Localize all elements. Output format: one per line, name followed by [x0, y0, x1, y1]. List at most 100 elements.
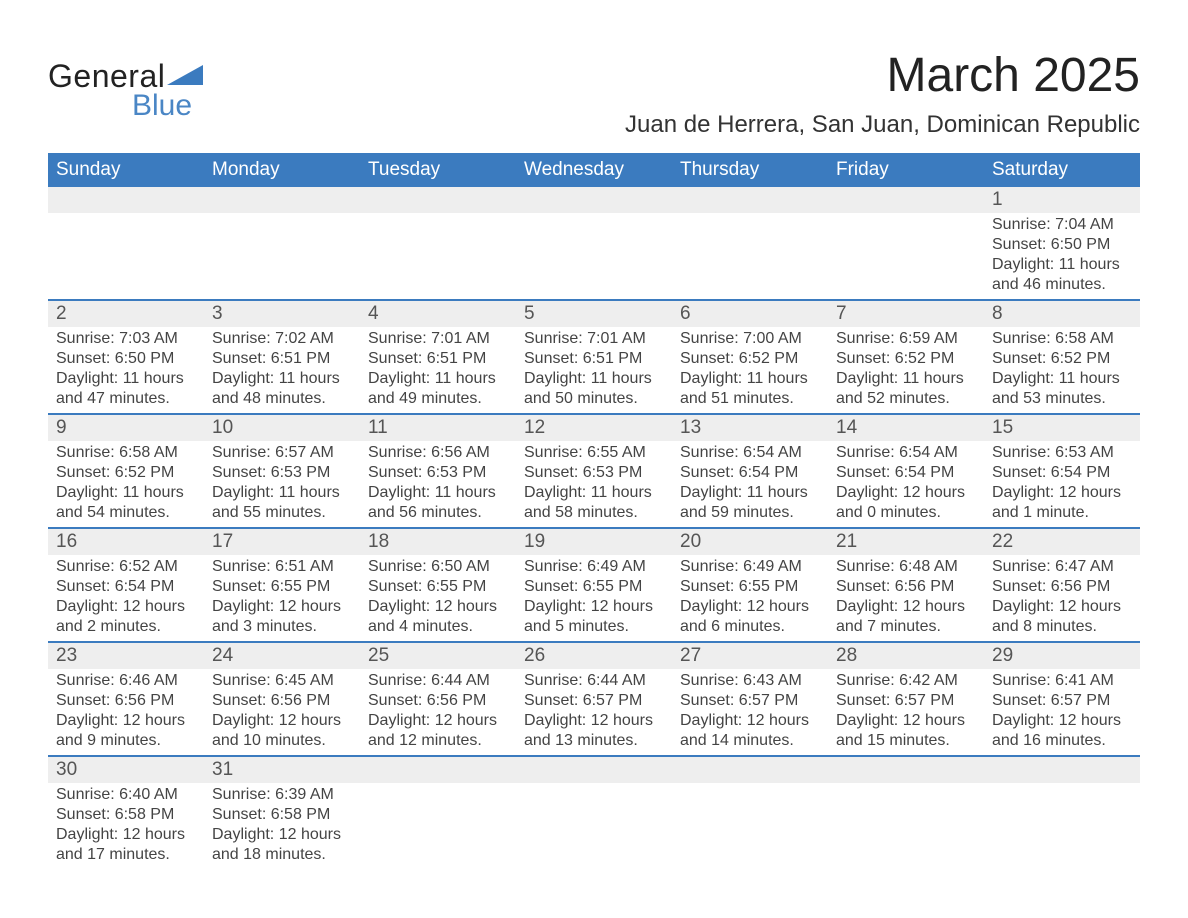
day-details: Sunrise: 6:52 AMSunset: 6:54 PMDaylight:…	[48, 555, 204, 641]
sunset-line: Sunset: 6:58 PM	[212, 805, 352, 825]
calendar-cell-daynum: 13	[672, 414, 828, 441]
day-number: 31	[204, 757, 360, 783]
sunset-line: Sunset: 6:57 PM	[524, 691, 664, 711]
sunset-line: Sunset: 6:55 PM	[368, 577, 508, 597]
calendar-cell-content: Sunrise: 6:41 AMSunset: 6:57 PMDaylight:…	[984, 669, 1140, 756]
week-row: 1	[48, 187, 1140, 213]
day-details	[672, 213, 828, 233]
calendar-cell-daynum: 31	[204, 756, 360, 783]
day-details: Sunrise: 6:44 AMSunset: 6:57 PMDaylight:…	[516, 669, 672, 755]
day-number: 17	[204, 529, 360, 555]
daylight-line: Daylight: 12 hours and 16 minutes.	[992, 711, 1132, 751]
day-details: Sunrise: 6:40 AMSunset: 6:58 PMDaylight:…	[48, 783, 204, 869]
day-number: 19	[516, 529, 672, 555]
calendar-cell-daynum	[360, 756, 516, 783]
month-title: March 2025	[625, 48, 1140, 103]
calendar-cell-daynum: 5	[516, 300, 672, 327]
daylight-line: Daylight: 12 hours and 2 minutes.	[56, 597, 196, 637]
day-number: 15	[984, 415, 1140, 441]
calendar-cell-content: Sunrise: 6:58 AMSunset: 6:52 PMDaylight:…	[48, 441, 204, 528]
sunrise-line: Sunrise: 6:42 AM	[836, 671, 976, 691]
calendar-cell-content	[828, 783, 984, 869]
day-details	[828, 783, 984, 803]
sunset-line: Sunset: 6:52 PM	[680, 349, 820, 369]
daylight-line: Daylight: 12 hours and 14 minutes.	[680, 711, 820, 751]
day-number: 3	[204, 301, 360, 327]
sunrise-line: Sunrise: 6:44 AM	[368, 671, 508, 691]
day-details: Sunrise: 6:51 AMSunset: 6:55 PMDaylight:…	[204, 555, 360, 641]
daylight-line: Daylight: 12 hours and 3 minutes.	[212, 597, 352, 637]
calendar-cell-daynum: 17	[204, 528, 360, 555]
day-number: 22	[984, 529, 1140, 555]
sunrise-line: Sunrise: 7:03 AM	[56, 329, 196, 349]
calendar-cell-content: Sunrise: 6:46 AMSunset: 6:56 PMDaylight:…	[48, 669, 204, 756]
calendar-cell-content	[672, 213, 828, 300]
day-number: 26	[516, 643, 672, 669]
sunrise-line: Sunrise: 6:45 AM	[212, 671, 352, 691]
day-details	[516, 783, 672, 803]
calendar-cell-daynum: 23	[48, 642, 204, 669]
day-details: Sunrise: 7:04 AMSunset: 6:50 PMDaylight:…	[984, 213, 1140, 299]
calendar-cell-daynum: 6	[672, 300, 828, 327]
sunset-line: Sunset: 6:50 PM	[56, 349, 196, 369]
daylight-line: Daylight: 12 hours and 17 minutes.	[56, 825, 196, 865]
day-number: 25	[360, 643, 516, 669]
calendar-cell-daynum: 24	[204, 642, 360, 669]
day-header-row: SundayMondayTuesdayWednesdayThursdayFrid…	[48, 153, 1140, 187]
day-details	[360, 783, 516, 803]
sunset-line: Sunset: 6:51 PM	[524, 349, 664, 369]
sunset-line: Sunset: 6:54 PM	[680, 463, 820, 483]
day-number: 5	[516, 301, 672, 327]
daylight-line: Daylight: 11 hours and 46 minutes.	[992, 255, 1132, 295]
day-number: 20	[672, 529, 828, 555]
day-number: 23	[48, 643, 204, 669]
day-details: Sunrise: 6:39 AMSunset: 6:58 PMDaylight:…	[204, 783, 360, 869]
calendar-cell-content: Sunrise: 6:49 AMSunset: 6:55 PMDaylight:…	[516, 555, 672, 642]
calendar-cell-content: Sunrise: 6:44 AMSunset: 6:57 PMDaylight:…	[516, 669, 672, 756]
calendar-cell-content: Sunrise: 6:48 AMSunset: 6:56 PMDaylight:…	[828, 555, 984, 642]
calendar-cell-daynum: 26	[516, 642, 672, 669]
sunrise-line: Sunrise: 6:53 AM	[992, 443, 1132, 463]
calendar-cell-content: Sunrise: 7:01 AMSunset: 6:51 PMDaylight:…	[516, 327, 672, 414]
calendar-cell-content	[672, 783, 828, 869]
calendar-cell-daynum	[360, 187, 516, 213]
sunset-line: Sunset: 6:56 PM	[992, 577, 1132, 597]
calendar-table: SundayMondayTuesdayWednesdayThursdayFrid…	[48, 153, 1140, 869]
day-details	[204, 213, 360, 233]
calendar-cell-content	[984, 783, 1140, 869]
daylight-line: Daylight: 12 hours and 18 minutes.	[212, 825, 352, 865]
calendar-cell-content: Sunrise: 6:51 AMSunset: 6:55 PMDaylight:…	[204, 555, 360, 642]
day-details	[516, 213, 672, 233]
day-number: 12	[516, 415, 672, 441]
sunrise-line: Sunrise: 6:58 AM	[992, 329, 1132, 349]
calendar-cell-content	[48, 213, 204, 300]
sunset-line: Sunset: 6:52 PM	[56, 463, 196, 483]
day-details: Sunrise: 6:54 AMSunset: 6:54 PMDaylight:…	[672, 441, 828, 527]
week-row: 16171819202122	[48, 528, 1140, 555]
calendar-cell-content	[516, 213, 672, 300]
calendar-cell-daynum: 10	[204, 414, 360, 441]
day-details: Sunrise: 7:01 AMSunset: 6:51 PMDaylight:…	[516, 327, 672, 413]
day-number: 9	[48, 415, 204, 441]
day-number	[516, 187, 672, 213]
daylight-line: Daylight: 12 hours and 13 minutes.	[524, 711, 664, 751]
day-number: 13	[672, 415, 828, 441]
calendar-cell-daynum: 18	[360, 528, 516, 555]
daylight-line: Daylight: 12 hours and 10 minutes.	[212, 711, 352, 751]
day-details: Sunrise: 7:02 AMSunset: 6:51 PMDaylight:…	[204, 327, 360, 413]
day-number: 6	[672, 301, 828, 327]
day-number	[672, 187, 828, 213]
sunset-line: Sunset: 6:55 PM	[680, 577, 820, 597]
calendar-cell-content: Sunrise: 6:44 AMSunset: 6:56 PMDaylight:…	[360, 669, 516, 756]
day-header: Monday	[204, 153, 360, 187]
week-content-row: Sunrise: 7:04 AMSunset: 6:50 PMDaylight:…	[48, 213, 1140, 300]
day-header: Tuesday	[360, 153, 516, 187]
day-number: 11	[360, 415, 516, 441]
calendar-cell-content: Sunrise: 6:50 AMSunset: 6:55 PMDaylight:…	[360, 555, 516, 642]
day-number	[204, 187, 360, 213]
sunrise-line: Sunrise: 6:58 AM	[56, 443, 196, 463]
calendar-cell-daynum	[828, 756, 984, 783]
week-content-row: Sunrise: 7:03 AMSunset: 6:50 PM Daylight:…	[48, 327, 1140, 414]
daylight-line: Daylight: 11 hours and 51 minutes.	[680, 369, 820, 409]
daylight-line: Daylight: 11 hours and 58 minutes.	[524, 483, 664, 523]
